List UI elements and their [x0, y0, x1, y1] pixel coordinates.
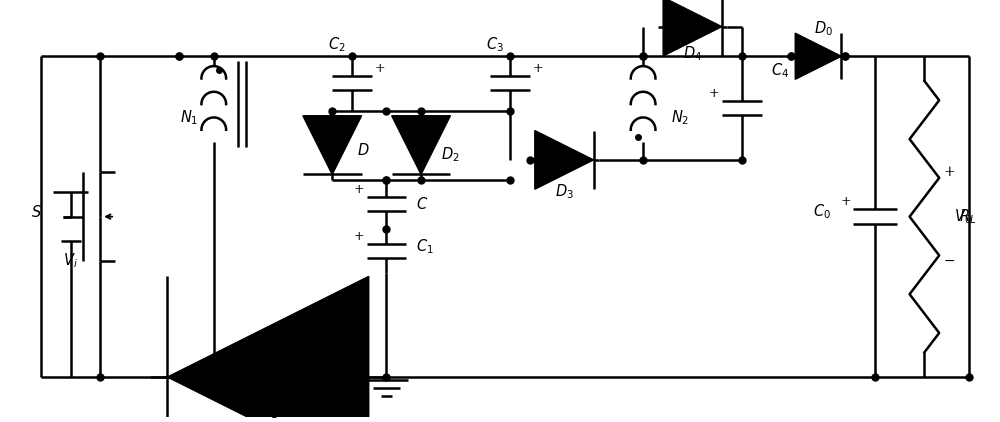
Text: $C_3$: $C_3$	[486, 35, 504, 54]
Polygon shape	[167, 276, 369, 422]
Text: $V_0$: $V_0$	[954, 207, 972, 226]
Text: $C$: $C$	[416, 196, 428, 212]
Text: $N_2$: $N_2$	[671, 108, 689, 127]
Text: +: +	[354, 183, 364, 196]
Text: $C_4$: $C_4$	[771, 62, 790, 81]
Text: −: −	[943, 254, 955, 268]
Polygon shape	[663, 0, 722, 56]
Polygon shape	[535, 130, 594, 189]
Text: +: +	[709, 87, 719, 100]
Text: +: +	[840, 195, 851, 208]
Text: $D_4$: $D_4$	[683, 44, 702, 63]
Polygon shape	[795, 33, 841, 79]
Text: $C_1$: $C_1$	[416, 237, 434, 256]
Text: $D_0$: $D_0$	[814, 20, 833, 38]
Text: $V_i$: $V_i$	[63, 252, 78, 271]
Text: $C_0$: $C_0$	[813, 203, 831, 221]
Text: +: +	[943, 165, 955, 179]
Text: $N_1$: $N_1$	[180, 108, 198, 127]
Polygon shape	[392, 116, 450, 174]
Text: $D_1$: $D_1$	[259, 402, 277, 421]
Text: $C_2$: $C_2$	[328, 35, 346, 54]
Text: +: +	[532, 62, 543, 75]
Polygon shape	[303, 116, 362, 174]
Text: $D_3$: $D_3$	[555, 182, 574, 201]
Text: $D$: $D$	[357, 142, 369, 158]
Text: +: +	[354, 230, 364, 243]
Text: $D_2$: $D_2$	[441, 146, 459, 164]
Text: $S$: $S$	[31, 204, 42, 220]
Text: +: +	[374, 62, 385, 75]
Text: $R_L$: $R_L$	[959, 207, 976, 226]
